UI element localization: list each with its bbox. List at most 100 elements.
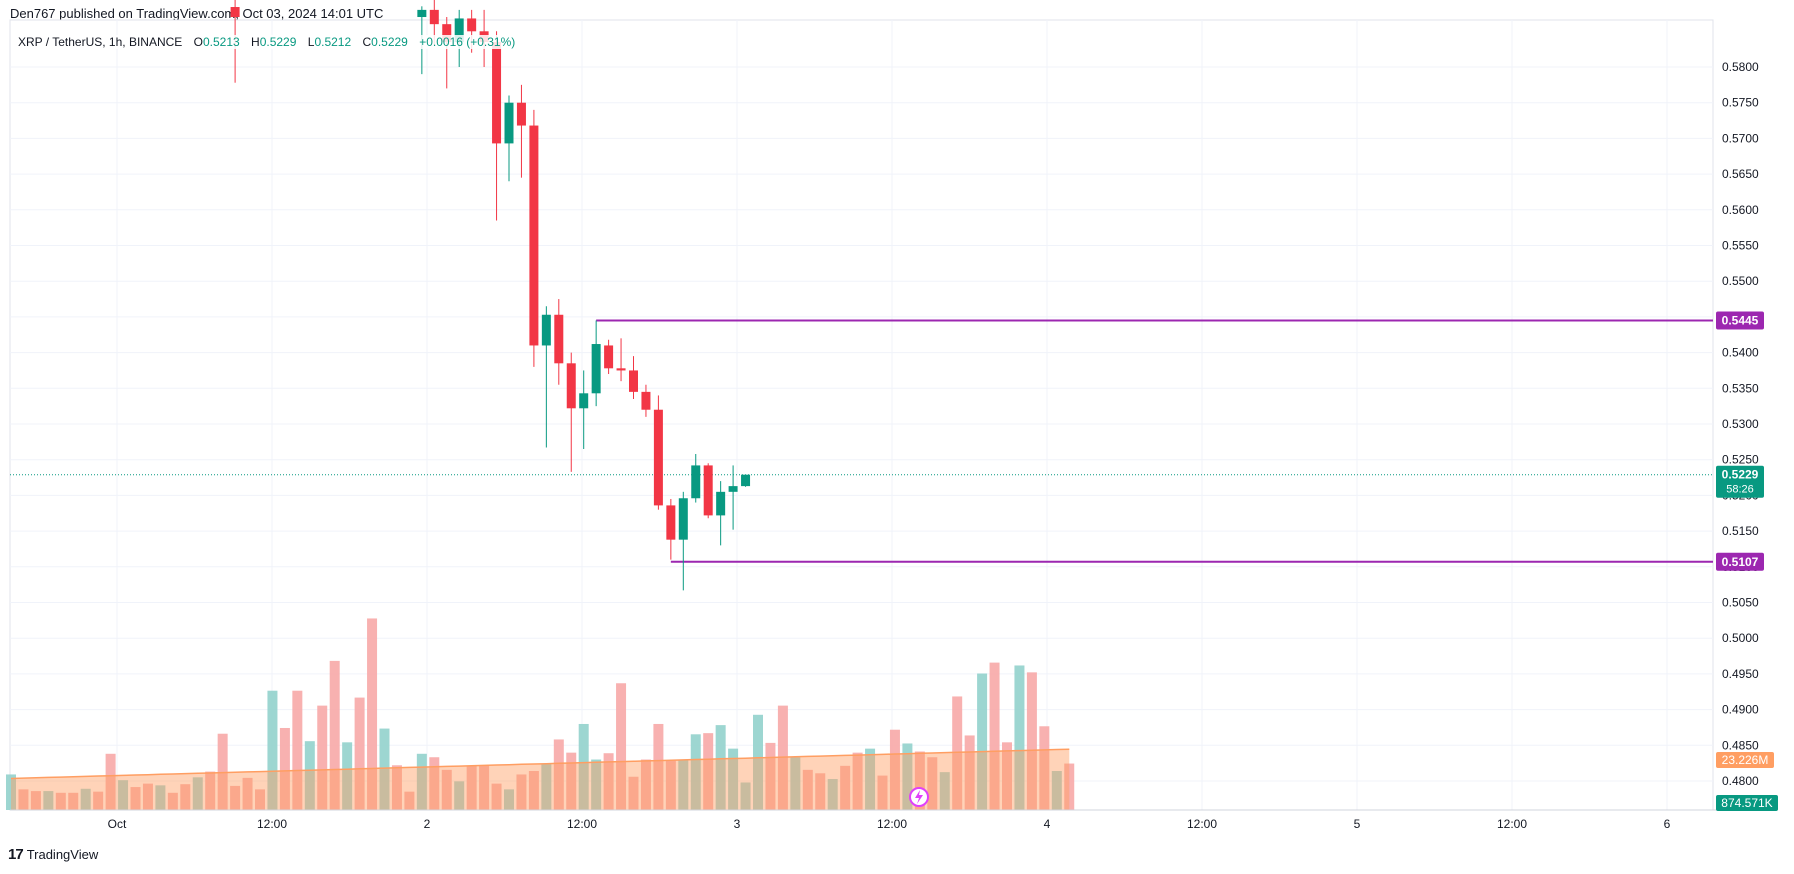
volume-bar xyxy=(18,789,29,810)
x-tick-label: 3 xyxy=(734,817,741,831)
level-price-text: 0.5107 xyxy=(1722,555,1759,569)
volume-bar xyxy=(516,774,527,810)
change-value: +0.0016 (+0.31%) xyxy=(419,35,516,49)
high-label: H xyxy=(251,35,260,49)
volume-bar xyxy=(690,734,701,810)
published-by-line: Den767 published on TradingView.com, Oct… xyxy=(10,6,384,21)
volume-bar xyxy=(1002,742,1012,810)
volume-bar xyxy=(68,792,79,810)
candle-body xyxy=(529,125,539,346)
volume-bar xyxy=(255,789,265,810)
footer-brand[interactable]: 17 TradingView xyxy=(8,846,98,863)
lightning-bolt-icon xyxy=(915,790,923,804)
volume-bar xyxy=(504,789,514,810)
volume-bar xyxy=(1064,763,1075,810)
candle-body xyxy=(691,465,701,499)
volume-bar xyxy=(964,735,975,810)
volume-bar xyxy=(304,741,315,810)
volume-bar xyxy=(852,752,863,810)
y-tick-label: 0.4900 xyxy=(1722,703,1759,717)
y-tick-label: 0.5250 xyxy=(1722,453,1759,467)
y-tick-label: 0.5400 xyxy=(1722,346,1759,360)
candle-body xyxy=(429,9,439,25)
volume-bar xyxy=(877,775,888,810)
volume-bar xyxy=(142,783,153,810)
volume-bar xyxy=(566,752,577,810)
volume-bar xyxy=(865,748,876,810)
y-tick-label: 0.5050 xyxy=(1722,596,1759,610)
volume-bar xyxy=(952,696,963,810)
volume-bar xyxy=(765,742,776,810)
symbol-name[interactable]: XRP / TetherUS, 1h, BINANCE xyxy=(18,35,183,49)
volume-bar xyxy=(180,784,191,810)
candle-body xyxy=(616,368,626,371)
volume-bar xyxy=(43,791,54,810)
candle-body xyxy=(678,498,688,540)
volume-bar xyxy=(628,776,639,810)
x-tick-label: Oct xyxy=(108,817,127,831)
volume-bar xyxy=(441,769,452,810)
volume-bar xyxy=(416,753,427,810)
volume-bar xyxy=(342,742,353,810)
y-tick-label: 0.5550 xyxy=(1722,239,1759,253)
candle-body xyxy=(591,344,601,394)
volume-bar xyxy=(466,765,477,810)
price-axis: 0.5800 0.5750 0.5700 0.5650 0.5600 0.5550 0.55… xyxy=(1722,60,1759,788)
volume-bar xyxy=(703,733,714,810)
candle-body xyxy=(653,409,663,506)
volume-bar xyxy=(541,764,552,810)
volume-bar xyxy=(840,765,851,810)
volume-last-text: 874.571K xyxy=(1721,796,1772,810)
volume-bar xyxy=(93,791,104,810)
current-price-tag xyxy=(1716,465,1764,498)
candle-body xyxy=(604,345,614,369)
y-tick-label: 0.5800 xyxy=(1722,60,1759,74)
candle-body xyxy=(703,465,713,516)
y-tick-label: 0.5700 xyxy=(1722,131,1759,145)
volume-bar xyxy=(155,785,166,810)
volume-bar xyxy=(55,792,66,810)
candle-body xyxy=(579,393,589,409)
volume-bar xyxy=(678,759,689,810)
volume-pane xyxy=(6,618,1075,810)
volume-bar xyxy=(578,723,589,810)
volume-bar xyxy=(603,753,614,810)
y-tick-label: 0.5350 xyxy=(1722,381,1759,395)
candle-body xyxy=(728,486,738,492)
volume-bar xyxy=(192,777,203,810)
tradingview-logo-icon: 17 xyxy=(8,846,24,863)
volume-bar xyxy=(80,788,91,810)
candlestick-series xyxy=(230,0,751,591)
candle-body xyxy=(454,18,464,43)
volume-bar xyxy=(939,772,950,810)
volume-bar xyxy=(528,771,539,810)
volume-bar xyxy=(927,757,938,810)
y-tick-label: 0.4850 xyxy=(1722,738,1759,752)
volume-ma-area xyxy=(11,749,1070,810)
level-price-tag xyxy=(1716,311,1764,330)
volume-bar xyxy=(902,743,913,810)
high-value: 0.5229 xyxy=(259,35,297,49)
candle-body xyxy=(741,474,751,487)
volume-bar xyxy=(728,748,739,810)
candle-body xyxy=(666,505,676,540)
candle-body xyxy=(230,7,240,18)
x-tick-label: 12:00 xyxy=(257,817,287,831)
close-label: C xyxy=(362,35,372,49)
volume-ma-line xyxy=(10,748,1070,780)
candle-body xyxy=(541,314,551,346)
volume-bar xyxy=(802,769,813,810)
volume-last-tag xyxy=(1716,795,1778,811)
time-axis: Oct 12:00 2 12:00 3 12:00 4 12:00 5 12:00 6 xyxy=(10,809,1775,831)
y-tick-label: 0.5650 xyxy=(1722,167,1759,181)
volume-bar xyxy=(479,765,490,810)
volume-bar xyxy=(889,729,900,810)
y-tick-label: 0.5600 xyxy=(1722,203,1759,217)
volume-bar xyxy=(354,697,365,810)
volume-bar xyxy=(640,759,651,810)
volume-bar xyxy=(230,785,241,810)
y-tick-label: 0.5300 xyxy=(1722,417,1759,431)
candle-body xyxy=(504,102,514,144)
x-tick-label: 12:00 xyxy=(1187,817,1217,831)
